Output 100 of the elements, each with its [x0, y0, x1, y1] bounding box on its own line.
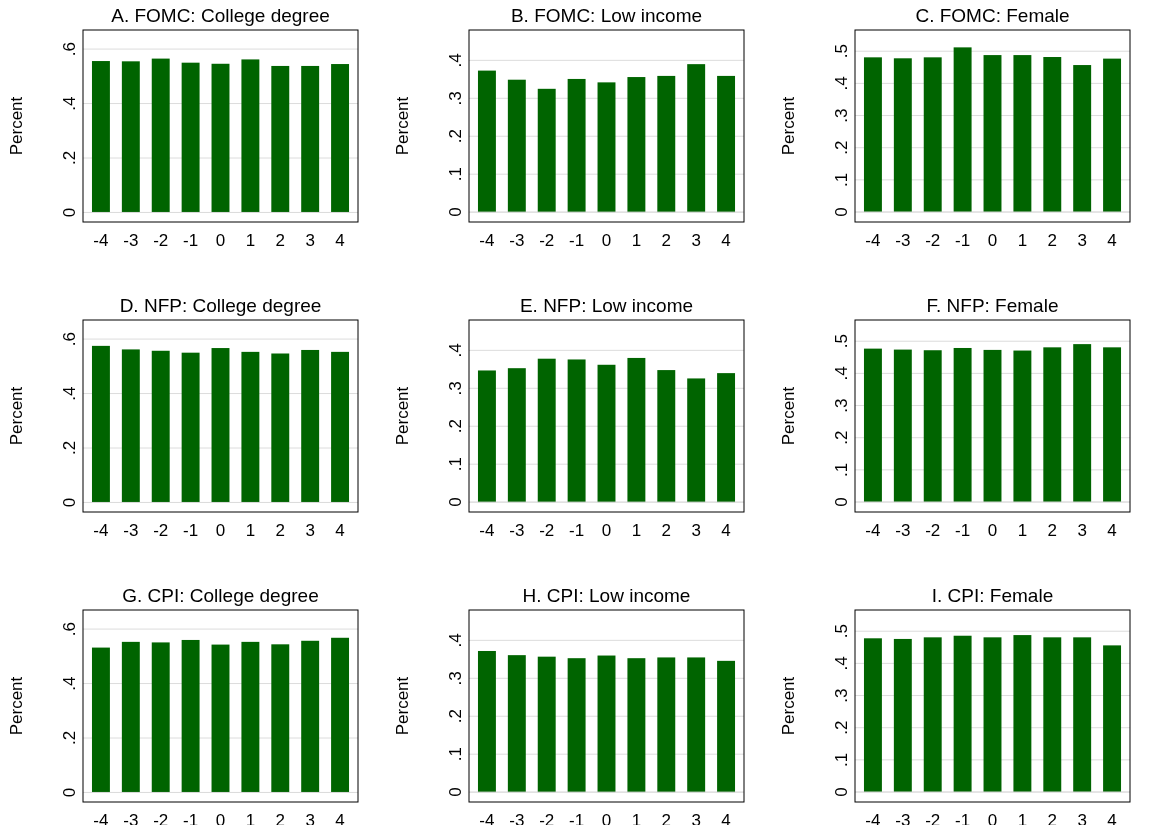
y-tick-label: .4: [831, 366, 851, 381]
x-tick-label: -4: [865, 231, 881, 251]
x-tick-label: 4: [721, 521, 731, 541]
y-tick-label: .2: [831, 430, 851, 445]
y-tick-label: .4: [445, 53, 465, 68]
y-tick-label: .1: [831, 752, 851, 767]
bar: [953, 47, 972, 213]
chart-title: E. NFP: Low income: [519, 295, 694, 316]
x-tick-label: 0: [215, 231, 226, 251]
bar: [923, 57, 942, 213]
bar: [1013, 635, 1032, 793]
x-tick-label: 3: [305, 521, 315, 541]
y-tick-label: .3: [445, 91, 465, 106]
y-axis-title: Percent: [779, 386, 798, 446]
y-tick-label: .6: [59, 621, 79, 637]
y-tick-label: .2: [831, 140, 851, 155]
y-tick-label: .6: [59, 41, 79, 57]
y-axis-title: Percent: [779, 96, 798, 156]
y-tick-label: 0: [445, 497, 465, 507]
bar: [151, 350, 170, 503]
y-tick-label: .6: [59, 331, 79, 347]
x-tick-label: 2: [661, 521, 672, 541]
y-tick-label: .2: [445, 709, 465, 724]
x-tick-label: -3: [509, 521, 525, 541]
y-axis-title: Percent: [779, 676, 798, 736]
y-tick-label: 0: [445, 207, 465, 217]
y-tick-label: .4: [445, 343, 465, 358]
chart-title: G. CPI: College degree: [122, 585, 319, 606]
x-tick-label: 3: [305, 231, 315, 251]
x-tick-label: 4: [1107, 231, 1117, 251]
bar: [717, 75, 736, 213]
x-tick-label: 4: [1107, 521, 1117, 541]
bar: [983, 637, 1002, 793]
x-tick-label: 0: [215, 521, 226, 541]
y-tick-label: .3: [445, 671, 465, 686]
x-tick-label: 0: [987, 521, 998, 541]
x-tick-label: -3: [123, 231, 139, 251]
x-tick-label: 3: [691, 231, 701, 251]
chart-title: I. CPI: Female: [931, 585, 1054, 606]
x-tick-label: -3: [123, 521, 139, 541]
x-tick-label: 4: [721, 231, 731, 251]
y-tick-label: 0: [59, 497, 79, 508]
x-tick-label: 1: [245, 521, 256, 541]
bar: [1103, 645, 1122, 793]
y-tick-label: .2: [445, 129, 465, 144]
x-tick-label: -4: [865, 521, 881, 541]
x-tick-label: -4: [93, 521, 109, 541]
x-tick-label: -2: [539, 231, 555, 251]
bar: [537, 88, 556, 213]
x-tick-label: -2: [539, 521, 555, 541]
bar: [181, 352, 200, 503]
y-axis-title: Percent: [393, 676, 412, 736]
bar: [863, 638, 882, 793]
x-tick-label: -3: [509, 231, 525, 251]
bar: [1013, 55, 1032, 213]
bar: [657, 75, 676, 213]
y-tick-label: .2: [59, 730, 79, 746]
y-tick-label: .3: [831, 398, 851, 413]
x-tick-label: 2: [1047, 521, 1058, 541]
y-tick-label: .1: [831, 462, 851, 477]
y-tick-label: 0: [445, 787, 465, 797]
y-axis-title: Percent: [7, 676, 26, 736]
x-tick-label: 1: [1017, 521, 1028, 541]
bar: [211, 348, 230, 503]
bar: [507, 79, 526, 213]
chart-title: F. NFP: Female: [926, 295, 1059, 316]
x-tick-label: 2: [275, 231, 286, 251]
x-tick-label: -2: [925, 521, 941, 541]
x-tick-label: 1: [245, 231, 256, 251]
x-tick-label: -3: [895, 231, 911, 251]
y-tick-label: .1: [445, 747, 465, 762]
y-tick-label: .1: [445, 167, 465, 182]
x-tick-label: -4: [93, 231, 109, 251]
x-tick-label: -3: [895, 521, 911, 541]
bar: [1043, 637, 1062, 793]
y-tick-label: .4: [445, 633, 465, 648]
bar: [923, 637, 942, 793]
bar: [91, 345, 110, 503]
bar: [477, 70, 496, 213]
x-tick-label: 0: [987, 231, 998, 251]
x-tick-label: -2: [153, 231, 169, 251]
x-tick-label: 1: [631, 231, 642, 251]
chart-title: B. FOMC: Low income: [510, 5, 703, 26]
bar: [271, 353, 290, 503]
y-tick-label: 0: [831, 497, 851, 507]
x-tick-label: -1: [955, 521, 971, 541]
x-tick-label: -1: [183, 521, 199, 541]
y-axis-title: Percent: [7, 96, 26, 156]
bar: [1073, 637, 1092, 793]
x-tick-label: 0: [601, 231, 612, 251]
y-tick-label: .5: [831, 624, 851, 639]
bar: [983, 55, 1002, 213]
x-tick-label: 4: [335, 521, 345, 541]
y-axis-title: Percent: [393, 96, 412, 156]
x-tick-label: 2: [1047, 231, 1058, 251]
x-tick-label: 1: [1017, 231, 1028, 251]
y-tick-label: .3: [445, 381, 465, 396]
x-tick-label: 3: [1077, 231, 1087, 251]
bar: [953, 635, 972, 793]
y-tick-label: .5: [831, 44, 851, 59]
